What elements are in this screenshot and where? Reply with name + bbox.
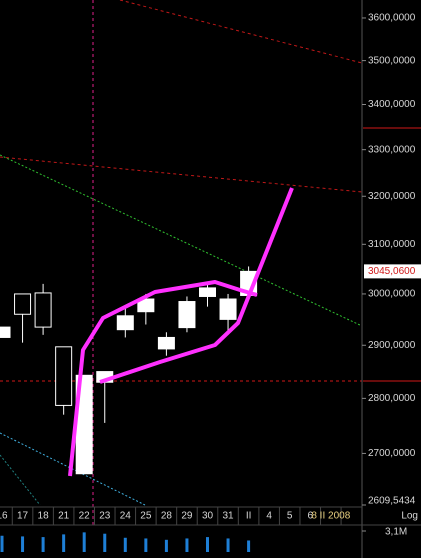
drawn-curve [99, 187, 294, 384]
y-tick-label: 2800,0000 [368, 393, 416, 404]
y-tick-label: 2700,0000 [368, 448, 416, 459]
candle-body [14, 293, 32, 315]
volume-bar [41, 537, 45, 552]
y-tick-label: 2609,5434 [368, 496, 416, 507]
volume-bar [21, 536, 25, 552]
last-price-box [364, 264, 421, 279]
volume-bar [247, 540, 251, 552]
candle-body [178, 301, 196, 329]
y-tick-label: 3600,0000 [368, 13, 416, 24]
x-tick-label: 6 [307, 511, 313, 522]
x-tick-label: 30 [202, 511, 214, 522]
volume-bar [82, 532, 86, 552]
trend-line [0, 154, 363, 327]
scale-label: Log [401, 511, 418, 522]
x-tick-label: 24 [120, 511, 132, 522]
volume-bar [62, 534, 66, 552]
x-tick-label: 25 [140, 511, 152, 522]
volume-bar [0, 535, 4, 552]
x-tick-label: 17 [17, 511, 29, 522]
last-price-label: 3045,0600 [368, 266, 416, 277]
trend-line [0, 156, 363, 193]
y-tick-label: 3500,0000 [368, 55, 416, 66]
volume-bar [144, 538, 148, 552]
x-tick-label: II [246, 511, 252, 522]
volume-bar [226, 538, 230, 552]
x-tick-label: 5 [287, 511, 293, 522]
candle-body [34, 292, 52, 328]
volume-bar [103, 533, 107, 552]
y-tick-label: 3300,0000 [368, 144, 416, 155]
x-tick-label: 16 [0, 511, 8, 522]
volume-tick-label: 3,1M [385, 527, 407, 538]
x-tick-label: 4 [266, 511, 272, 522]
trend-line [0, 454, 41, 506]
x-tick-label: 18 [38, 511, 50, 522]
x-tick-label: 8 II 2008 [311, 511, 350, 522]
x-tick-label: 31 [222, 511, 234, 522]
candle-body [219, 298, 237, 320]
candle-body [157, 336, 175, 350]
trend-line [119, 0, 363, 64]
volume-bar [206, 537, 209, 552]
x-tick-label: 29 [181, 511, 193, 522]
x-tick-label: 21 [58, 511, 70, 522]
candle-body [116, 315, 134, 331]
x-tick-label: 28 [161, 511, 173, 522]
candles [0, 266, 258, 475]
x-tick-label: 23 [99, 511, 111, 522]
volume-bar [185, 538, 189, 552]
candle-body [199, 287, 216, 297]
y-tick-label: 3200,0000 [368, 191, 416, 202]
volume-bar [123, 537, 127, 552]
drawn-curve [68, 280, 258, 477]
y-tick-label: 3000,0000 [368, 289, 416, 300]
candle-body [137, 298, 155, 313]
x-tick-label: 22 [79, 511, 91, 522]
y-tick-label: 3100,0000 [368, 239, 416, 250]
volume-bar [164, 539, 168, 552]
candle-body [0, 326, 11, 338]
y-tick-label: 3400,0000 [368, 99, 416, 110]
candle-body [55, 346, 73, 406]
y-tick-label: 2900,0000 [368, 340, 416, 351]
